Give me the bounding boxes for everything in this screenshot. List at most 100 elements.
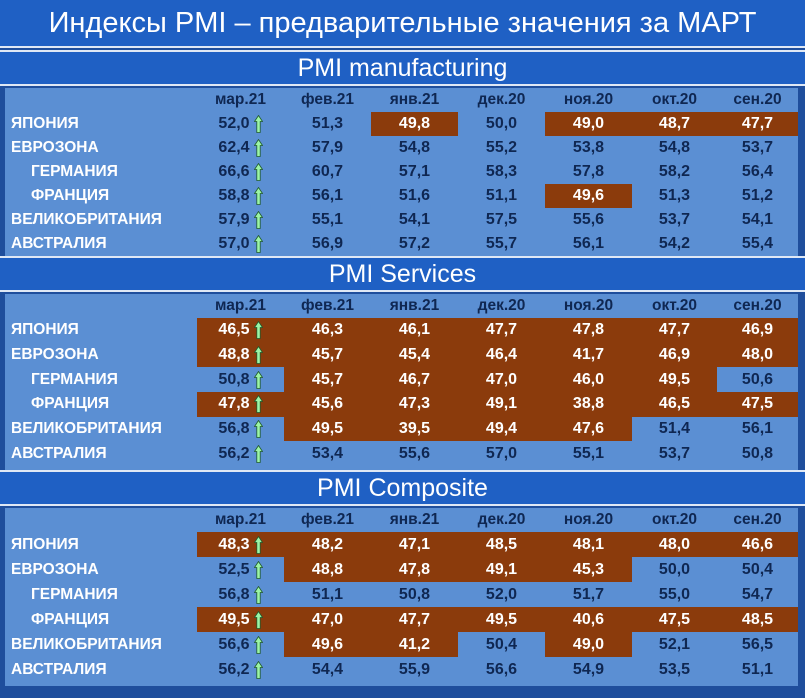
value-cell: 56,1 [545, 232, 632, 256]
value-cell: 55,7 [458, 232, 545, 256]
value-cell: 39,5 [371, 416, 458, 442]
column-header: дек.20 [477, 297, 526, 314]
country-label: ВЕЛИКОБРИТАНИЯ [11, 635, 162, 653]
value-text: 62,4 [218, 139, 250, 156]
country-label: ЕВРОЗОНА [11, 346, 99, 364]
value-text: 55,7 [485, 235, 518, 252]
table-row: ВЕЛИКОБРИТАНИЯ 56,6 49,6 41,2 50,4 49,0 52,1 56… [5, 632, 798, 657]
value-text: 57,9 [311, 139, 344, 156]
value-text: 55,2 [485, 139, 518, 156]
value-text: 57,5 [485, 211, 518, 228]
value-text: 51,6 [398, 187, 431, 204]
value-text: 46,5 [218, 321, 250, 339]
value-text: 56,6 [218, 635, 250, 653]
value-cell: 51,1 [717, 657, 798, 682]
value-text: 47,1 [398, 535, 431, 553]
section-title: PMI Services [0, 256, 805, 292]
value-text: 46,0 [572, 370, 605, 388]
value-text: 51,2 [741, 187, 774, 204]
value-text: 57,0 [485, 444, 518, 462]
value-text: 56,2 [218, 660, 250, 678]
value-text: 57,9 [218, 211, 250, 228]
value-cell: 53,7 [717, 136, 798, 160]
value-cell: 48,0 [717, 342, 798, 368]
value-cell: 49,5 [632, 367, 717, 393]
up-arrow-icon [253, 660, 263, 679]
value-text: 51,7 [572, 585, 605, 603]
value-cell: 46,7 [371, 367, 458, 393]
value-text: 54,8 [398, 139, 431, 156]
value-cell: 48,8 [284, 557, 371, 582]
value-text: 47,7 [741, 115, 774, 132]
value-cell: 57,2 [371, 232, 458, 256]
value-cell: 55,9 [371, 657, 458, 682]
value-text: 41,2 [398, 635, 431, 653]
country-label: ГЕРМАНИЯ [31, 370, 118, 388]
value-text: 46,6 [741, 535, 774, 553]
value-text: 53,7 [741, 139, 774, 156]
table-header: мар.21 фев.21 янв.21 дек.20 ноя.20 окт.20 сен.… [5, 294, 798, 318]
up-arrow-icon [253, 235, 263, 253]
value-cell: 49,5 [197, 607, 284, 632]
table-row: АВСТРАЛИЯ 57,0 56,9 57,2 55,7 56,1 54,2 55,4 [5, 232, 798, 256]
value-cell: 49,5 [458, 607, 545, 632]
table-row: ФРАНЦИЯ 58,8 56,1 51,6 51,1 49,6 51,3 51,2 [5, 184, 798, 208]
value-cell: 47,7 [458, 318, 545, 343]
value-cell: 52,0 [458, 582, 545, 607]
value-text: 55,0 [658, 585, 691, 603]
value-text: 49,6 [311, 635, 344, 653]
value-text: 46,1 [398, 321, 431, 339]
data-table: мар.21 фев.21 янв.21 дек.20 ноя.20 окт.20 сен.… [5, 88, 798, 260]
value-cell: 56,8 [197, 417, 284, 442]
value-cell: 57,0 [197, 232, 284, 256]
value-text: 66,6 [218, 163, 250, 180]
value-cell: 48,3 [197, 532, 284, 557]
value-text: 48,5 [485, 535, 518, 553]
value-cell: 57,5 [458, 208, 545, 232]
value-text: 38,8 [572, 395, 605, 413]
column-header: сен.20 [733, 511, 782, 528]
value-text: 54,1 [398, 211, 431, 228]
value-text: 48,0 [658, 535, 691, 553]
table-row: ФРАНЦИЯ 49,5 47,0 47,7 49,5 40,6 47,5 48,5 [5, 607, 798, 632]
page-title: Индексы PMI – предварительные значения з… [0, 0, 805, 48]
value-cell: 49,8 [371, 112, 458, 136]
column-header: сен.20 [733, 297, 782, 314]
value-text: 50,8 [398, 585, 431, 603]
country-label: ЯПОНИЯ [11, 535, 79, 553]
value-cell: 52,0 [197, 112, 284, 136]
value-cell: 49,5 [284, 416, 371, 442]
value-text: 50,0 [658, 560, 691, 578]
value-text: 53,8 [572, 139, 605, 156]
value-text: 56,2 [218, 444, 250, 462]
value-cell: 45,4 [371, 342, 458, 368]
up-arrow-icon [253, 560, 263, 579]
value-cell: 46,5 [632, 392, 717, 417]
value-text: 50,4 [485, 635, 518, 653]
value-cell: 47,6 [545, 416, 632, 442]
value-cell: 56,6 [458, 657, 545, 682]
column-header: мар.21 [215, 91, 266, 108]
table-row: ГЕРМАНИЯ 50,8 45,7 46,7 47,0 46,0 49,5 50,6 [5, 367, 798, 393]
value-text: 49,1 [485, 395, 518, 413]
value-cell: 47,7 [717, 112, 798, 136]
value-cell: 46,9 [717, 318, 798, 343]
value-text: 54,2 [658, 235, 691, 252]
value-text: 39,5 [398, 420, 431, 438]
up-arrow-icon [253, 139, 263, 157]
value-cell: 56,1 [717, 417, 798, 442]
value-cell: 56,2 [197, 657, 284, 682]
table-row: ЯПОНИЯ 48,3 48,2 47,1 48,5 48,1 48,0 46,6 [5, 532, 798, 557]
value-text: 46,9 [658, 346, 691, 364]
value-cell: 52,5 [197, 557, 284, 582]
table-row: ЕВРОЗОНА 48,8 45,7 45,4 46,4 41,7 46,9 48,0 [5, 342, 798, 368]
value-cell: 56,6 [197, 632, 284, 657]
value-cell: 55,1 [545, 442, 632, 467]
column-header: окт.20 [651, 511, 697, 528]
value-text: 54,9 [572, 660, 605, 678]
column-header: ноя.20 [563, 91, 614, 108]
value-text: 56,1 [572, 235, 605, 252]
value-cell: 48,0 [632, 532, 717, 557]
column-header: янв.21 [389, 511, 440, 528]
column-header: ноя.20 [563, 511, 614, 528]
